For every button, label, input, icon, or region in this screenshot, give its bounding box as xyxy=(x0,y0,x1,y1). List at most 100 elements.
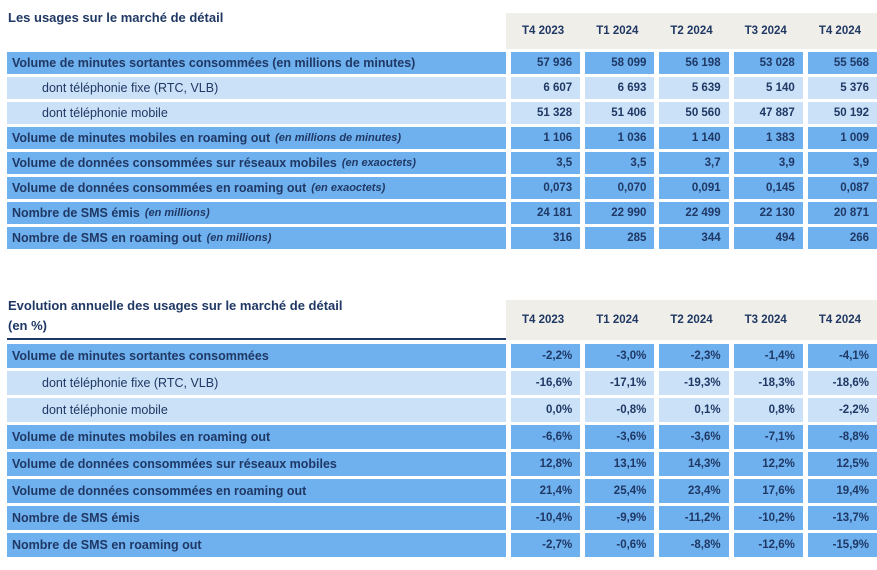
table2-body: Volume de minutes sortantes consommées -… xyxy=(7,344,877,557)
value-cell: 22 990 xyxy=(585,202,655,224)
row-label: Nombre de SMS en roaming out (en millions… xyxy=(7,227,506,249)
value-cell: 344 xyxy=(659,227,729,249)
table-row-telephonie-fixe: dont téléphonie fixe (RTC, VLB) 6 607 6 … xyxy=(7,77,877,99)
table-row-evo-minutes-sortantes: Volume de minutes sortantes consommées -… xyxy=(7,344,877,368)
value-cell: 50 560 xyxy=(659,102,729,124)
table1-col-header-t2-2024: T2 2024 xyxy=(670,25,713,37)
table-row-sms-emis: Nombre de SMS émis (en millions) 24 181 2… xyxy=(7,202,877,224)
value-cell: -16,6% xyxy=(511,371,581,395)
row-unit: (en exaoctets) xyxy=(311,182,386,194)
value-cell: 1 036 xyxy=(585,127,655,149)
table-row-minutes-sortantes: Volume de minutes sortantes consommées (… xyxy=(7,52,877,74)
value-cell: 12,5% xyxy=(807,452,877,476)
row-label: Volume de minutes mobiles en roaming out… xyxy=(7,127,506,149)
value-cell: 55 568 xyxy=(807,52,877,74)
value-cell: -4,1% xyxy=(807,344,877,368)
value-cell: 5 639 xyxy=(659,77,729,99)
value-cell: -10,4% xyxy=(511,506,581,530)
value-cell: 14,3% xyxy=(659,452,729,476)
value-cell: 0,145 xyxy=(733,177,803,199)
value-cell: 1 140 xyxy=(659,127,729,149)
value-cell: -17,1% xyxy=(585,371,655,395)
value-cell: -8,8% xyxy=(659,533,729,557)
row-label: dont téléphonie mobile xyxy=(7,102,506,124)
value-cell: 22 130 xyxy=(733,202,803,224)
value-cell: 1 106 xyxy=(511,127,581,149)
table-row-telephonie-mobile: dont téléphonie mobile 51 328 51 406 50 … xyxy=(7,102,877,124)
value-cell: 3,7 xyxy=(659,152,729,174)
value-cell: 0,1% xyxy=(659,398,729,422)
row-label: Volume de minutes sortantes consommées (… xyxy=(7,52,506,74)
table2-title-line2: (en %) xyxy=(8,318,47,333)
table2-title-underline xyxy=(7,338,506,340)
table2-quarter-header: T4 2023 T1 2024 T2 2024 T3 2024 T4 2024 xyxy=(506,300,877,340)
row-unit: (en millions de minutes) xyxy=(275,132,402,144)
value-cell: 3,5 xyxy=(585,152,655,174)
table1-col-header-t4-2024: T4 2024 xyxy=(818,25,862,37)
value-cell: -10,2% xyxy=(733,506,803,530)
value-cell: -15,9% xyxy=(807,533,877,557)
value-cell: -3,0% xyxy=(585,344,655,368)
row-label: Volume de données consommées en roaming … xyxy=(7,479,506,503)
value-cell: 57 936 xyxy=(511,52,581,74)
value-cell: -0,6% xyxy=(585,533,655,557)
value-cell: 0,073 xyxy=(511,177,581,199)
table-row-minutes-roaming-out: Volume de minutes mobiles en roaming out… xyxy=(7,127,877,149)
table-row-evo-donnees-roaming-out: Volume de données consommées en roaming … xyxy=(7,479,877,503)
table1-body: Volume de minutes sortantes consommées (… xyxy=(7,52,877,249)
value-cell: -18,3% xyxy=(733,371,803,395)
value-cell: -11,2% xyxy=(659,506,729,530)
table1-col-header-t1-2024: T1 2024 xyxy=(596,25,639,37)
table-row-evo-telephonie-mobile: dont téléphonie mobile 0,0% -0,8% 0,1% 0… xyxy=(7,398,877,422)
value-cell: -8,8% xyxy=(807,425,877,449)
row-label: Nombre de SMS émis (en millions) xyxy=(7,202,506,224)
value-cell: 12,2% xyxy=(733,452,803,476)
value-cell: -2,2% xyxy=(511,344,581,368)
table1-title: Les usages sur le marché de détail xyxy=(8,10,224,25)
value-cell: 50 192 xyxy=(807,102,877,124)
value-cell: 266 xyxy=(807,227,877,249)
value-cell: 494 xyxy=(733,227,803,249)
table2-col-header-t3-2024: T3 2024 xyxy=(744,314,787,326)
value-cell: -13,7% xyxy=(807,506,877,530)
table-row-evo-sms-roaming-out: Nombre de SMS en roaming out -2,7% -0,6%… xyxy=(7,533,877,557)
table-row-evo-telephonie-fixe: dont téléphonie fixe (RTC, VLB) -16,6% -… xyxy=(7,371,877,395)
value-cell: 17,6% xyxy=(733,479,803,503)
row-label: dont téléphonie mobile xyxy=(7,398,506,422)
row-label: Volume de données consommées en roaming … xyxy=(7,177,506,199)
row-unit: (en millions) xyxy=(144,207,210,219)
table2-col-header-t1-2024: T1 2024 xyxy=(596,314,639,326)
table-row-sms-roaming-out: Nombre de SMS en roaming out (en millions… xyxy=(7,227,877,249)
value-cell: 51 328 xyxy=(511,102,581,124)
value-cell: 19,4% xyxy=(807,479,877,503)
value-cell: -2,7% xyxy=(511,533,581,557)
value-cell: -2,3% xyxy=(659,344,729,368)
value-cell: 53 028 xyxy=(733,52,803,74)
value-cell: -9,9% xyxy=(585,506,655,530)
row-label: Volume de minutes sortantes consommées xyxy=(7,344,506,368)
value-cell: -19,3% xyxy=(659,371,729,395)
value-cell: 3,9 xyxy=(733,152,803,174)
value-cell: 6 693 xyxy=(585,77,655,99)
table2-title: Evolution annuelle des usages sur le mar… xyxy=(8,296,488,336)
value-cell: 316 xyxy=(511,227,581,249)
table2-title-line1: Evolution annuelle des usages sur le mar… xyxy=(8,298,343,313)
table1-quarter-header: T4 2023 T1 2024 T2 2024 T3 2024 T4 2024 xyxy=(506,13,877,49)
table-row-evo-minutes-roaming-out: Volume de minutes mobiles en roaming out… xyxy=(7,425,877,449)
table-row-evo-sms-emis: Nombre de SMS émis -10,4% -9,9% -11,2% -… xyxy=(7,506,877,530)
table-row-evo-donnees-mobiles: Volume de données consommées sur réseaux… xyxy=(7,452,877,476)
value-cell: 25,4% xyxy=(585,479,655,503)
value-cell: -18,6% xyxy=(807,371,877,395)
table1-col-header-t4-2023: T4 2023 xyxy=(522,25,565,37)
value-cell: 21,4% xyxy=(511,479,581,503)
value-cell: 285 xyxy=(585,227,655,249)
row-label: dont téléphonie fixe (RTC, VLB) xyxy=(7,371,506,395)
value-cell: 12,8% xyxy=(511,452,581,476)
row-unit: (en exaoctets) xyxy=(341,157,416,169)
table1-col-header-t3-2024: T3 2024 xyxy=(744,25,787,37)
value-cell: 24 181 xyxy=(511,202,581,224)
value-cell: 1 009 xyxy=(807,127,877,149)
value-cell: 1 383 xyxy=(733,127,803,149)
value-cell: -12,6% xyxy=(733,533,803,557)
